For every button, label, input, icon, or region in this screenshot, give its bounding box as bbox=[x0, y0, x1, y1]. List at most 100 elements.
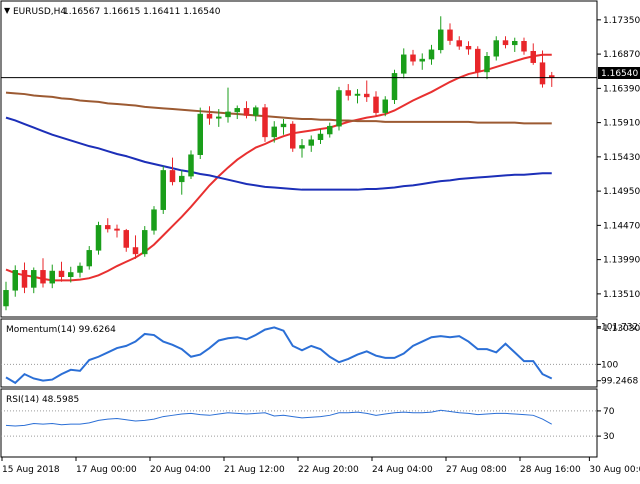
candle-body bbox=[40, 270, 46, 284]
price-tick-label: 1.14950 bbox=[603, 187, 640, 197]
candle-body bbox=[290, 123, 296, 149]
candle-body bbox=[475, 48, 481, 73]
candle-body bbox=[12, 270, 18, 291]
candle-body bbox=[354, 93, 361, 96]
candle-body bbox=[493, 40, 499, 57]
rsi-layer bbox=[1, 409, 597, 437]
candle-body bbox=[77, 265, 83, 273]
symbol-title: EURUSD,H4 bbox=[13, 7, 66, 17]
time-tick-label: 24 Aug 04:00 bbox=[372, 465, 433, 475]
current-price-label: 1.16540 bbox=[601, 69, 638, 79]
candle-body bbox=[68, 272, 74, 277]
candle-body bbox=[512, 41, 518, 46]
price-tick-label: 1.13990 bbox=[603, 256, 640, 266]
candle-body bbox=[21, 270, 28, 288]
candle-body bbox=[447, 29, 453, 41]
candle-body bbox=[169, 170, 176, 183]
momentum-panel[interactable] bbox=[0, 318, 598, 388]
rsi-title: RSI(14) 48.5985 bbox=[6, 395, 79, 405]
rsi-line bbox=[5, 409, 552, 427]
price-tick-label: 1.14470 bbox=[603, 221, 640, 231]
candle-body bbox=[336, 90, 342, 127]
candle-body bbox=[3, 290, 9, 307]
candle-body bbox=[86, 250, 92, 267]
price-tick-label: 1.16390 bbox=[603, 84, 640, 94]
candle-body bbox=[271, 126, 277, 138]
candle-body bbox=[521, 41, 527, 52]
sma-100-line bbox=[5, 91, 552, 125]
rsi-tick-label: 70 bbox=[603, 407, 615, 417]
price-tick-label: 1.13030 bbox=[603, 324, 640, 334]
candle-body bbox=[253, 107, 259, 116]
symbol-dropdown-icon[interactable]: ▼ bbox=[4, 6, 11, 15]
axis-layer: 1.17350 1.16870 1.16390 1.15910 1.15430 1.149… bbox=[1, 16, 640, 475]
candle-body bbox=[132, 247, 139, 255]
main-chart-layer bbox=[1, 16, 597, 311]
candle-body bbox=[58, 270, 65, 278]
candle-body bbox=[234, 108, 240, 113]
candle-body bbox=[456, 40, 462, 47]
candle-body bbox=[95, 225, 102, 251]
candle-body bbox=[123, 230, 129, 248]
momentum-tick-label: 101.7321 bbox=[601, 323, 640, 333]
sma-20-line bbox=[5, 53, 552, 282]
sma-200-line bbox=[5, 116, 552, 191]
candle-body bbox=[345, 90, 351, 96]
candle-body bbox=[197, 113, 203, 155]
candle-body bbox=[465, 45, 472, 50]
candle-body bbox=[419, 58, 425, 62]
candle-body bbox=[299, 145, 305, 149]
time-tick-label: 21 Aug 12:00 bbox=[224, 465, 285, 475]
price-tick-label: 1.15430 bbox=[603, 153, 640, 163]
candle-body bbox=[142, 230, 148, 255]
time-tick-label: 30 Aug 00:00 bbox=[589, 465, 640, 475]
momentum-tick-label: 99.2468 bbox=[601, 377, 638, 387]
candle-body bbox=[105, 225, 111, 230]
candle-body bbox=[401, 54, 407, 74]
candle-body bbox=[327, 125, 333, 135]
candle-body bbox=[160, 170, 166, 210]
momentum-line bbox=[5, 326, 553, 385]
candle-body bbox=[151, 209, 157, 231]
candle-body bbox=[317, 133, 324, 140]
rsi-panel[interactable] bbox=[0, 388, 598, 458]
candle-body bbox=[49, 270, 55, 284]
candle-body bbox=[114, 228, 120, 231]
momentum-layer bbox=[1, 326, 597, 385]
candle-body bbox=[410, 54, 416, 62]
time-tick-label: 28 Aug 16:00 bbox=[520, 465, 581, 475]
candle-body bbox=[308, 139, 314, 146]
candle-body bbox=[484, 55, 490, 73]
candle-body bbox=[280, 123, 287, 128]
candle-body bbox=[530, 50, 536, 63]
candle-body bbox=[179, 175, 185, 183]
candle-body bbox=[262, 107, 268, 138]
candle-body bbox=[31, 270, 37, 288]
time-tick-label: 15 Aug 2018 bbox=[2, 465, 60, 475]
candle-body bbox=[391, 73, 398, 101]
price-tick-label: 1.13510 bbox=[603, 290, 640, 300]
ohlc-readout: 1.16567 1.16615 1.16411 1.16540 bbox=[63, 7, 221, 17]
price-tick-label: 1.17350 bbox=[603, 16, 640, 26]
time-tick-label: 17 Aug 00:00 bbox=[76, 465, 137, 475]
candle-body bbox=[188, 154, 194, 177]
time-tick-label: 20 Aug 04:00 bbox=[150, 465, 211, 475]
candle-body bbox=[225, 111, 231, 118]
time-tick-label: 27 Aug 08:00 bbox=[446, 465, 507, 475]
rsi-tick-label: 30 bbox=[603, 432, 615, 442]
candle-body bbox=[428, 49, 435, 60]
current-price-tag bbox=[598, 67, 640, 79]
price-tick-label: 1.16870 bbox=[603, 50, 640, 60]
time-tick-label: 22 Aug 20:00 bbox=[298, 465, 359, 475]
momentum-title: Momentum(14) 99.6264 bbox=[6, 325, 116, 335]
candle-body bbox=[539, 62, 546, 85]
momentum-tick-label: 100 bbox=[601, 360, 618, 370]
candle-body bbox=[364, 93, 370, 98]
main-price-panel[interactable] bbox=[0, 0, 598, 318]
price-tick-label: 1.15910 bbox=[603, 119, 640, 129]
candle-body bbox=[206, 113, 213, 119]
candle-body bbox=[382, 99, 388, 113]
candle-body bbox=[243, 108, 250, 116]
